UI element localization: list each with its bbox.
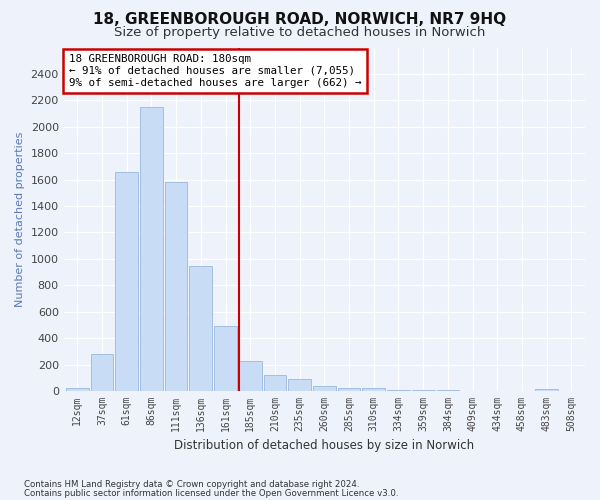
Text: Contains HM Land Registry data © Crown copyright and database right 2024.: Contains HM Land Registry data © Crown c… [24,480,359,489]
Bar [362,388,385,391]
Bar [214,326,237,391]
Text: Size of property relative to detached houses in Norwich: Size of property relative to detached ho… [115,26,485,39]
Bar [263,375,286,391]
Bar [239,360,262,391]
Bar [115,172,138,391]
Bar [190,266,212,391]
Y-axis label: Number of detached properties: Number of detached properties [15,132,25,307]
Bar [535,389,558,391]
Bar [313,386,335,391]
Text: 18, GREENBOROUGH ROAD, NORWICH, NR7 9HQ: 18, GREENBOROUGH ROAD, NORWICH, NR7 9HQ [94,12,506,28]
Bar [338,388,361,391]
Bar [288,378,311,391]
Bar [387,390,410,391]
Bar [437,390,459,391]
Bar [412,390,434,391]
Bar [66,388,89,391]
Text: 18 GREENBOROUGH ROAD: 180sqm
← 91% of detached houses are smaller (7,055)
9% of : 18 GREENBOROUGH ROAD: 180sqm ← 91% of de… [69,54,361,88]
Bar [165,182,187,391]
Text: Contains public sector information licensed under the Open Government Licence v3: Contains public sector information licen… [24,489,398,498]
Bar [140,107,163,391]
Bar [91,354,113,391]
X-axis label: Distribution of detached houses by size in Norwich: Distribution of detached houses by size … [174,440,475,452]
